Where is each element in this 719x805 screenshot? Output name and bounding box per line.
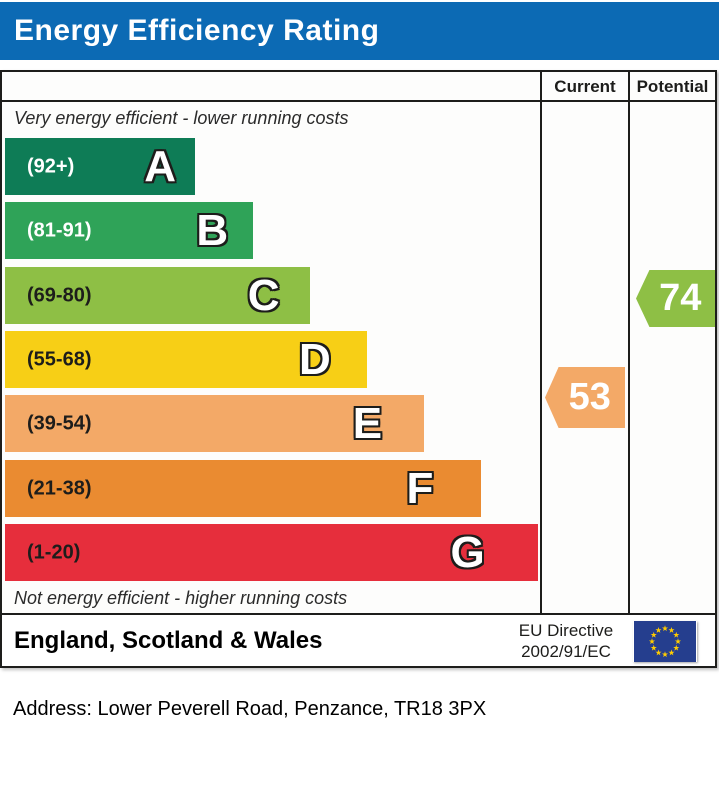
potential-column-header: Potential <box>636 77 709 96</box>
band-letter: E <box>352 398 383 448</box>
band-range-label: (92+) <box>27 155 75 177</box>
band-range-label: (69-80) <box>27 284 92 306</box>
current-rating-arrow: 53 <box>545 367 625 428</box>
band-g: (1-20) G <box>5 524 538 581</box>
band-c: (69-80) C <box>5 267 310 324</box>
band-a: (92+) A <box>5 138 195 195</box>
band-letter: A <box>144 141 176 191</box>
rating-table: Current Potential Very energy efficient … <box>0 70 717 668</box>
band-e: (39-54) E <box>5 395 424 452</box>
bottom-note: Not energy efficient - higher running co… <box>14 588 348 608</box>
eu-directive-line1: EU Directive <box>518 620 614 640</box>
band-letter: C <box>247 270 280 320</box>
current-rating-value: 53 <box>568 376 611 418</box>
band-b: (81-91) B <box>5 202 253 259</box>
band-range-label: (81-91) <box>27 219 92 241</box>
potential-column-divider <box>628 72 630 613</box>
table-header-row: Current Potential <box>2 72 715 102</box>
chart-area: Very energy efficient - lower running co… <box>2 104 715 613</box>
table-footer-row: England, Scotland & Wales EU Directive 2… <box>2 613 715 666</box>
band-d: (55-68) D <box>5 331 367 388</box>
band-letter: B <box>196 205 229 255</box>
top-note: Very energy efficient - lower running co… <box>14 108 349 128</box>
band-range-label: (39-54) <box>27 412 92 434</box>
band-range-label: (21-38) <box>27 477 92 499</box>
band-f: (21-38) F <box>5 460 481 517</box>
current-column-header: Current <box>554 77 616 96</box>
potential-rating-arrow: 74 <box>636 270 715 327</box>
band-range-label: (1-20) <box>27 541 81 563</box>
address-line: Address: Lower Peverell Road, Penzance, … <box>13 698 487 720</box>
band-letter: F <box>406 463 434 513</box>
page-title: Energy Efficiency Rating <box>14 14 380 47</box>
region-label: England, Scotland & Wales <box>14 626 323 654</box>
band-letter: G <box>450 527 485 577</box>
band-letter: D <box>299 334 331 384</box>
eu-directive-label: EU Directive 2002/91/EC <box>510 620 622 662</box>
eu-flag-icon <box>634 621 696 662</box>
title-bar: Energy Efficiency Rating <box>0 2 719 60</box>
current-column-divider <box>540 72 542 613</box>
eu-directive-line2: 2002/91/EC <box>521 641 611 661</box>
potential-rating-value: 74 <box>659 277 702 319</box>
band-range-label: (55-68) <box>27 348 92 370</box>
